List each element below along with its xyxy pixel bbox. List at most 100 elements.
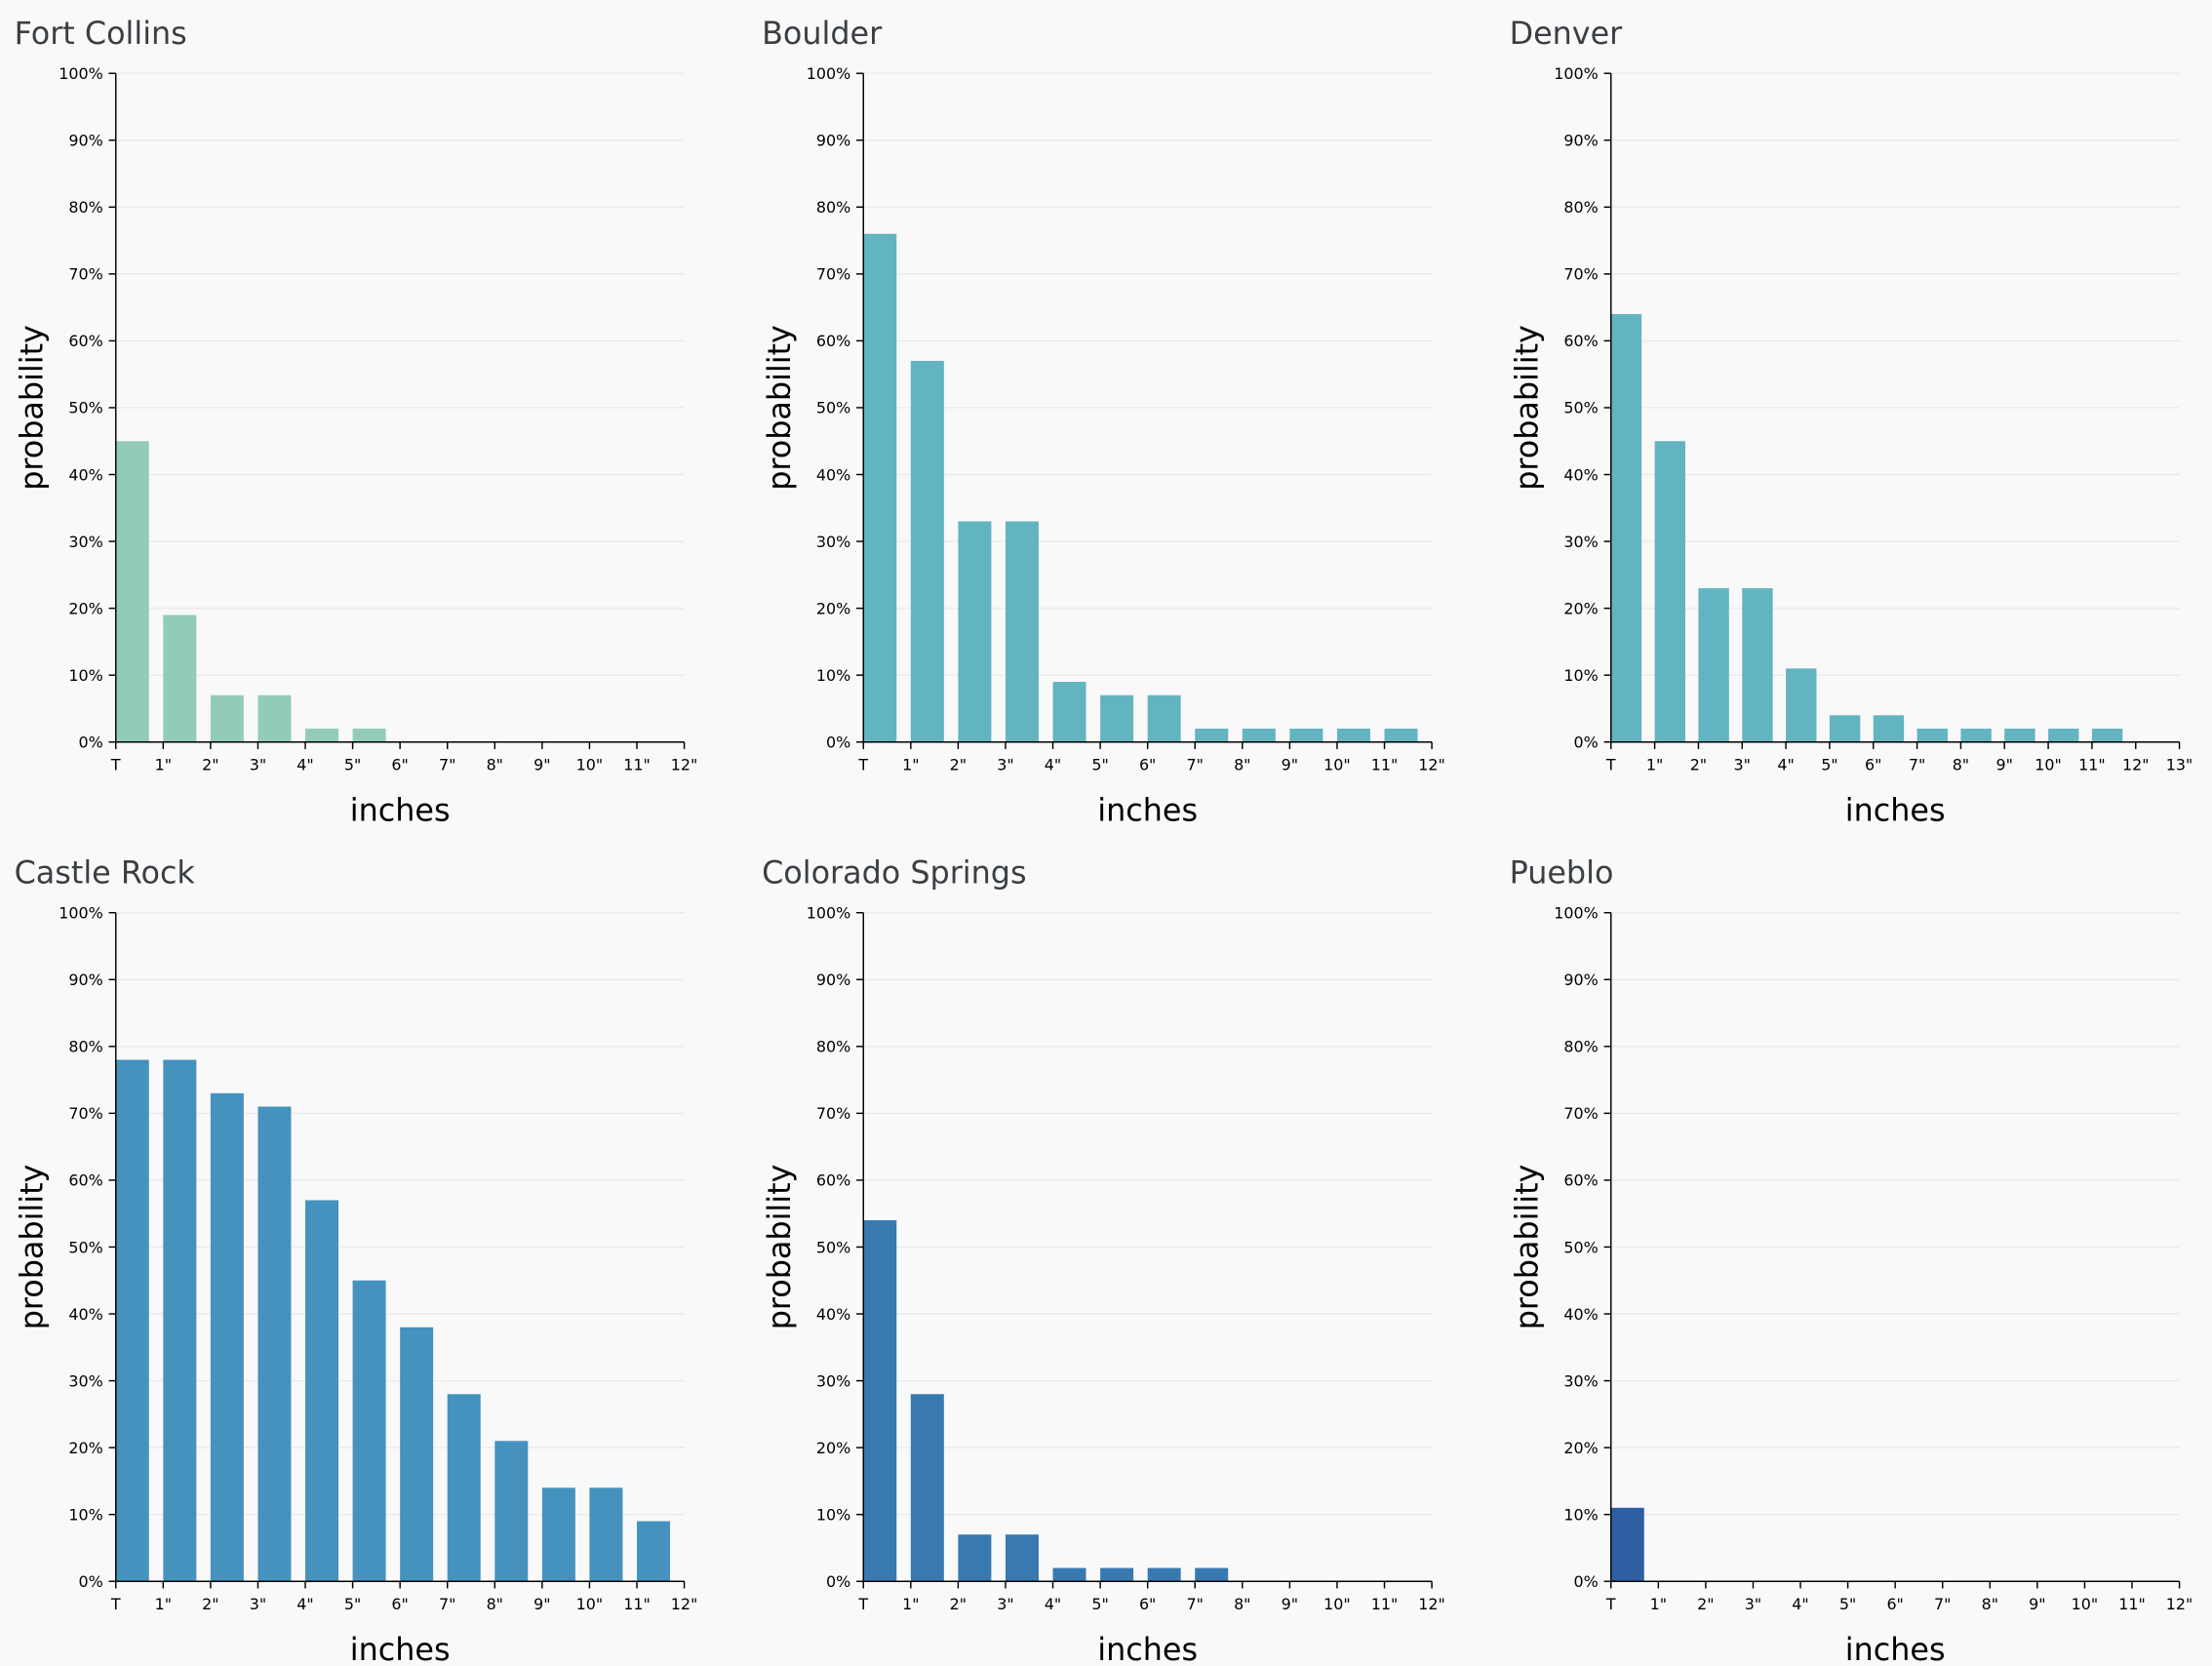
x-tick-label: 12"	[2122, 756, 2150, 774]
bar	[163, 1059, 197, 1582]
y-axis-label: probability	[14, 1165, 51, 1330]
x-tick-label: 5"	[1839, 1595, 1856, 1613]
y-tick-label: 70%	[68, 265, 102, 284]
bar	[115, 1059, 149, 1582]
x-tick-label: 12"	[2166, 1595, 2193, 1613]
bar	[1610, 313, 1642, 742]
x-tick-label: 10"	[2072, 1595, 2099, 1613]
x-tick-label: 1"	[902, 756, 919, 774]
bar	[1698, 588, 1729, 742]
y-tick-label: 80%	[1563, 1038, 1598, 1056]
y-tick-label: 0%	[826, 734, 850, 752]
x-tick-label: T	[857, 756, 868, 774]
x-tick-label: 6"	[391, 1595, 408, 1613]
x-tick-label: 9"	[533, 1595, 550, 1613]
y-axis-label: probability	[1509, 325, 1546, 491]
bar	[1147, 694, 1181, 742]
x-axis-label: inches	[1097, 1631, 1198, 1666]
x-tick-label: 2"	[202, 756, 218, 774]
y-tick-label: 100%	[59, 903, 102, 922]
bar	[1005, 1534, 1039, 1582]
y-tick-label: 90%	[816, 971, 850, 989]
y-tick-label: 100%	[1554, 903, 1598, 922]
bar	[305, 729, 339, 742]
x-tick-label: 1"	[155, 1595, 172, 1613]
x-tick-label: 9"	[2029, 1595, 2045, 1613]
y-tick-label: 80%	[68, 1038, 102, 1056]
bar	[1654, 441, 1685, 742]
x-tick-label: 10"	[1323, 756, 1351, 774]
x-tick-label: 4"	[1777, 756, 1794, 774]
x-axis-label: inches	[1845, 1631, 1946, 1666]
y-tick-label: 60%	[1563, 1171, 1598, 1190]
y-tick-label: 60%	[68, 332, 102, 350]
bar	[1384, 729, 1418, 742]
y-tick-label: 60%	[816, 332, 850, 350]
chart-panel: Pueblo 0% 10% 20% 30% 40% 50% 60% 70% 80% 90% 100% T…	[1509, 853, 2193, 1666]
x-tick-label: 11"	[2078, 756, 2106, 774]
x-tick-label: 2"	[1697, 1595, 1714, 1613]
y-tick-label: 30%	[68, 1371, 102, 1390]
chart-title: Castle Rock	[15, 853, 196, 891]
x-tick-label: 3"	[250, 1595, 266, 1613]
x-tick-label: 3"	[250, 756, 266, 774]
chart-panel: Colorado Springs 0% 10% 20% 30% 40% 50% 60% 70% 8…	[761, 853, 1445, 1666]
y-tick-label: 0%	[79, 734, 103, 752]
y-tick-label: 10%	[68, 666, 102, 685]
bar	[2091, 729, 2123, 742]
x-tick-label: 9"	[1282, 1595, 1298, 1613]
x-tick-label: T	[110, 1595, 121, 1613]
y-tick-label: 20%	[816, 599, 850, 617]
x-tick-label: 12"	[1418, 756, 1445, 774]
y-tick-label: 100%	[807, 64, 850, 83]
x-tick-label: 11"	[623, 1595, 651, 1613]
bar	[1336, 729, 1370, 742]
x-tick-label: 4"	[1045, 1595, 1061, 1613]
x-tick-label: 6"	[1865, 756, 1881, 774]
y-axis-label: probability	[14, 325, 51, 491]
y-tick-label: 50%	[1563, 399, 1598, 417]
y-tick-label: 80%	[68, 198, 102, 217]
bar	[1289, 729, 1323, 742]
y-tick-label: 10%	[816, 666, 850, 685]
y-tick-label: 90%	[1563, 971, 1598, 989]
bar	[1195, 729, 1229, 742]
bar	[210, 694, 244, 742]
x-tick-label: 3"	[1745, 1595, 1761, 1613]
bar	[1195, 1567, 1229, 1582]
bar	[305, 1200, 339, 1582]
y-tick-label: 90%	[68, 132, 102, 150]
y-tick-label: 50%	[68, 399, 102, 417]
x-tick-label: 8"	[487, 756, 503, 774]
bar	[637, 1521, 671, 1582]
y-tick-label: 40%	[68, 465, 102, 484]
x-tick-label: 2"	[202, 1595, 218, 1613]
y-tick-label: 90%	[816, 132, 850, 150]
bar	[589, 1488, 623, 1582]
chart-panel: Denver 0% 10% 20% 30% 40% 50% 60% 70% 80% 90% 100% T…	[1509, 15, 2193, 829]
x-tick-label: 5"	[1821, 756, 1837, 774]
y-tick-label: 0%	[1574, 734, 1599, 752]
bar	[2048, 729, 2079, 742]
y-tick-label: 90%	[1563, 132, 1598, 150]
x-tick-label: 12"	[671, 1595, 698, 1613]
bar	[910, 360, 944, 742]
bar	[1100, 694, 1134, 742]
x-tick-label: 7"	[1187, 756, 1204, 774]
x-axis-label: inches	[1845, 792, 1946, 829]
bar	[115, 441, 149, 742]
bar	[257, 1106, 292, 1582]
y-tick-label: 80%	[1563, 198, 1598, 217]
bar	[541, 1488, 575, 1582]
y-tick-label: 20%	[1563, 1439, 1598, 1457]
y-tick-label: 30%	[68, 533, 102, 551]
x-axis-label: inches	[1097, 792, 1198, 829]
x-tick-label: T	[857, 1595, 868, 1613]
y-tick-label: 60%	[68, 1171, 102, 1190]
bar	[352, 729, 386, 742]
bar	[1916, 729, 1948, 742]
y-tick-label: 30%	[816, 1371, 850, 1390]
y-tick-label: 70%	[1563, 265, 1598, 284]
y-tick-label: 100%	[807, 903, 850, 922]
x-tick-label: 13"	[2166, 756, 2193, 774]
